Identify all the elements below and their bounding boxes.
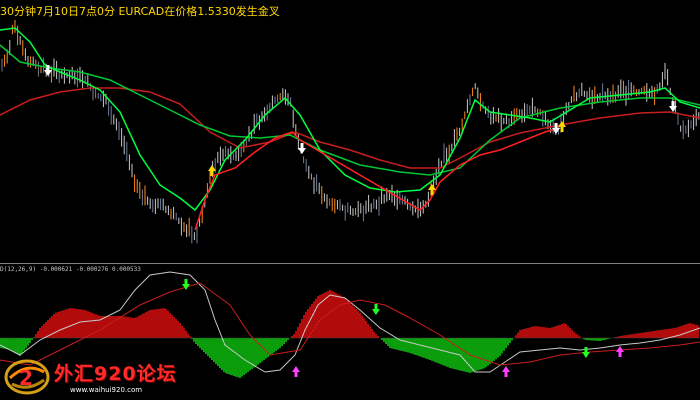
- signal-line: [0, 271, 700, 373]
- watermark-url: www.waihui920.com: [70, 386, 143, 394]
- chart-title: 30分钟7月10日7点0分 EURCAD在价格1.5330发生金叉: [0, 5, 280, 18]
- sell-arrow-icon: [182, 279, 190, 290]
- forum-watermark: 2 外汇920论坛 www.waihui920.com: [2, 356, 177, 398]
- sell-arrow-icon: [44, 65, 52, 76]
- buy-arrow-icon: [208, 165, 216, 176]
- moving-average-lines: [0, 27, 700, 231]
- macd-histogram: [0, 290, 700, 378]
- price-signal-arrows: [44, 65, 677, 195]
- sell-arrow-icon: [552, 123, 560, 134]
- macd-signal-arrows: [182, 279, 624, 377]
- indicator-label: D(12,26,9) -0.000621 -0.000276 0.000533: [0, 266, 141, 273]
- ma-slow-red: [0, 87, 700, 169]
- buy-arrow-icon: [558, 121, 566, 132]
- forum-logo-icon: 2: [4, 359, 50, 395]
- ma-fast-green: [0, 27, 700, 212]
- buy-arrow-icon: [616, 346, 624, 357]
- sell-arrow-icon: [669, 101, 677, 112]
- sell-arrow-icon: [372, 304, 380, 315]
- buy-arrow-icon: [502, 366, 510, 377]
- svg-text:2: 2: [19, 366, 33, 390]
- buy-arrow-icon: [292, 366, 300, 377]
- sell-arrow-icon: [298, 143, 306, 154]
- ma-fast-red: [194, 127, 561, 231]
- watermark-text: 外汇920论坛: [54, 363, 177, 385]
- sell-arrow-icon: [582, 347, 590, 358]
- buy-arrow-icon: [428, 184, 436, 195]
